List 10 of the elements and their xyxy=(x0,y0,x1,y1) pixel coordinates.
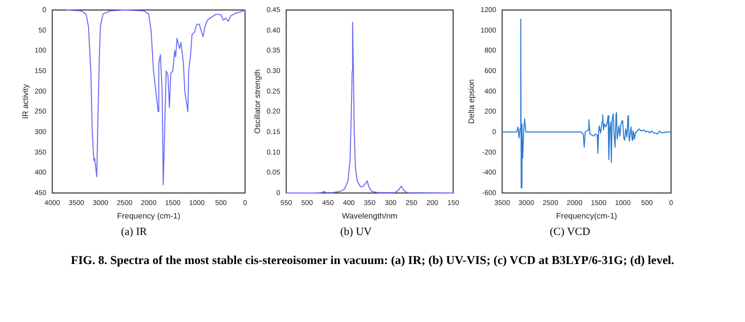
caption: FIG. 8. Spectra of the most stable cis-stereoisomer in vacuum: (a) IR; (b) UV-VIS; (c) VCD at B3LYP/6-31G; (d) level. xyxy=(70,252,676,269)
text: (b) UV xyxy=(339,226,373,238)
text: (C) VCD xyxy=(548,226,592,238)
x-axis-title: Wavelength/nm xyxy=(342,211,398,220)
x-axis-title: Frequency(cm-1) xyxy=(556,211,618,220)
y-axis-title: IR activity xyxy=(21,84,30,119)
x-axis-title: Frequency (cm-1) xyxy=(117,211,181,220)
text: (a) IR xyxy=(120,226,148,238)
y-axis-title: Oscillator strength xyxy=(253,69,262,134)
y-axis-title: Delta epsion xyxy=(467,79,476,124)
